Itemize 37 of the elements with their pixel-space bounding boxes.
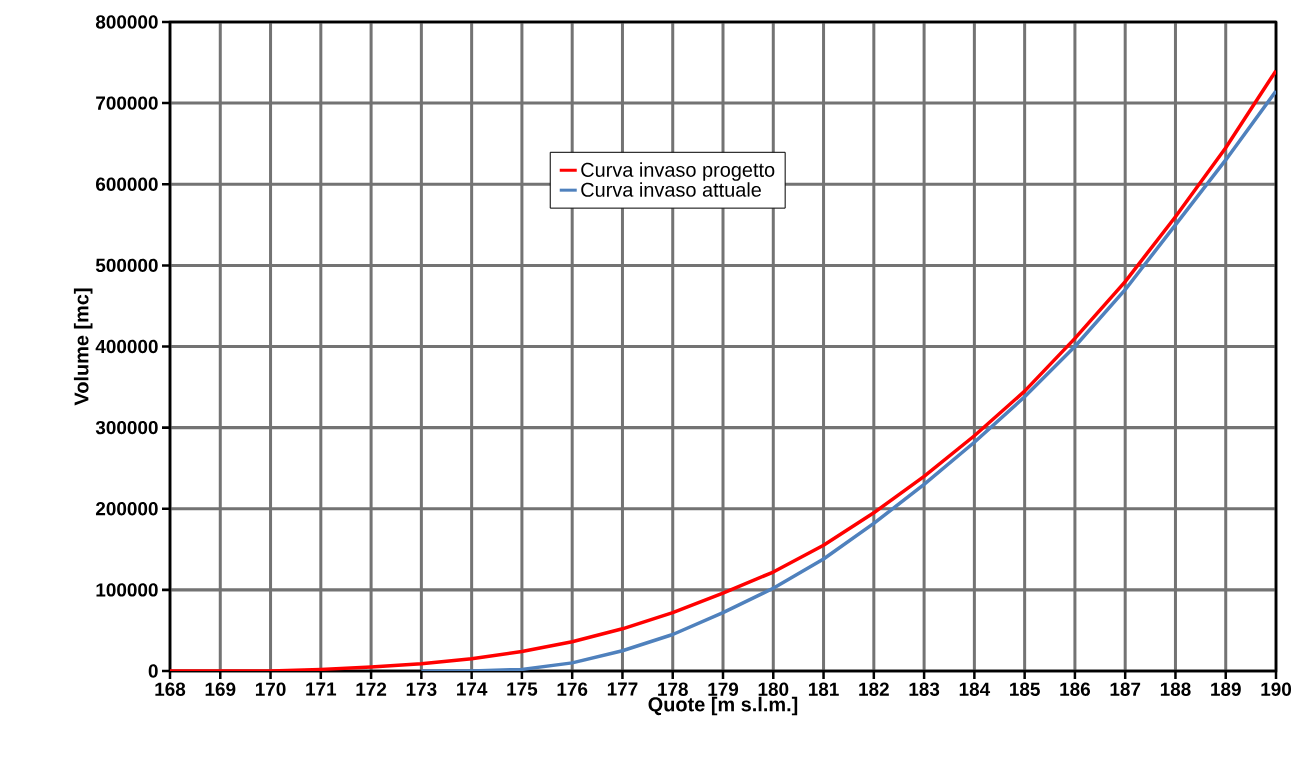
x-tick-label: 185 <box>1010 682 1040 696</box>
x-tick-label: 188 <box>1160 682 1191 696</box>
x-tick-label: 180 <box>758 682 789 696</box>
x-tick-label: 179 <box>708 682 739 696</box>
x-tick-label: 175 <box>507 682 538 696</box>
x-tick-label: 173 <box>406 682 437 696</box>
y-tick-label: 300000 <box>95 420 158 435</box>
line-series <box>419 89 1277 671</box>
x-tick-label: 184 <box>959 682 991 696</box>
x-axis-title: Quote [m s.l.m.] <box>648 696 798 716</box>
x-tick-label: 171 <box>306 682 337 696</box>
x-tick-label: 189 <box>1211 682 1241 696</box>
y-tick-label: 400000 <box>95 339 158 354</box>
y-tick-label: 0 <box>148 664 158 678</box>
x-tick-label: 174 <box>457 682 488 696</box>
x-tick-label: 176 <box>557 682 588 696</box>
legend-label: Curva invaso attuale <box>581 182 761 197</box>
x-tick-label: 187 <box>1110 682 1141 696</box>
x-tick-label: 170 <box>255 682 286 696</box>
x-tick-label: 178 <box>658 682 688 696</box>
y-tick-label: 500000 <box>95 258 158 273</box>
x-tick-label: 177 <box>607 682 638 696</box>
y-tick-label: 600000 <box>96 177 158 191</box>
x-tick-label: 181 <box>808 682 839 696</box>
legend-label: Curva invaso progetto <box>581 162 775 181</box>
x-tick-label: 169 <box>205 682 236 696</box>
y-tick-label: 700000 <box>96 96 158 110</box>
x-tick-label: 182 <box>859 682 889 696</box>
x-tick-label: 168 <box>155 682 186 696</box>
y-tick-label: 200000 <box>95 502 158 516</box>
x-tick-label: 183 <box>909 682 940 696</box>
x-tick-label: 190 <box>1261 682 1292 696</box>
y-tick-label: 800000 <box>95 15 158 29</box>
x-tick-label: 186 <box>1060 682 1091 696</box>
y-tick-label: 100000 <box>96 583 158 597</box>
x-tick-label: 172 <box>356 682 387 696</box>
y-axis-title: Volume [mc] <box>73 288 93 406</box>
